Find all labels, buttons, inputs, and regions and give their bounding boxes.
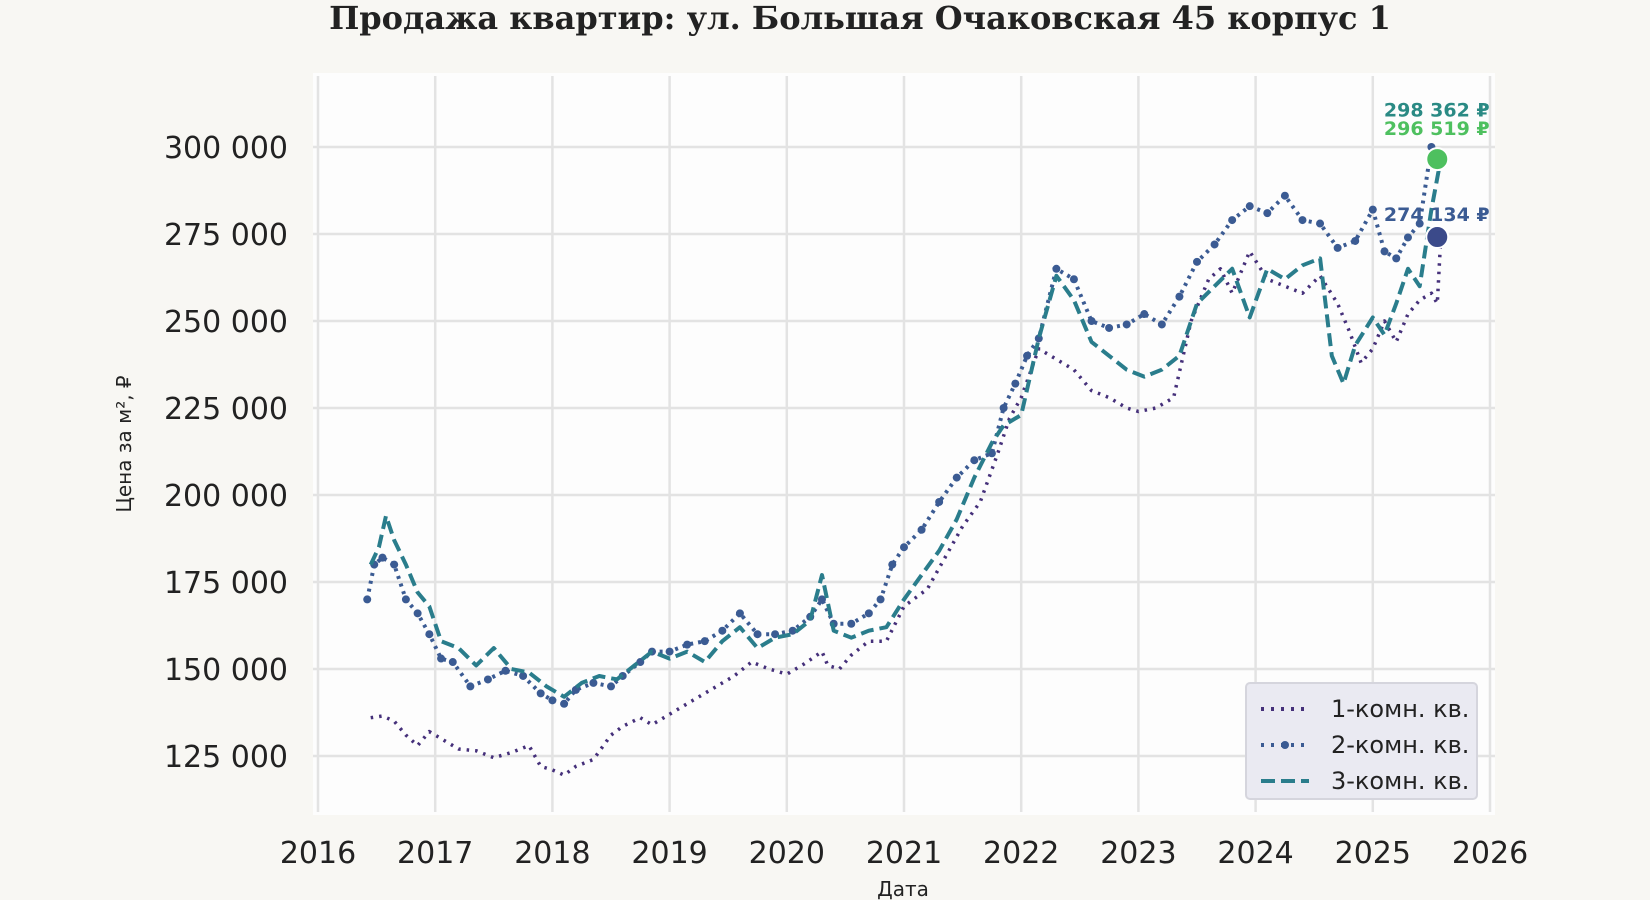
y-tick-label: 275 000 [164,218,288,253]
legend-label: 3-комн. кв. [1331,767,1470,795]
y-axis-label: Цена за м², ₽ [112,375,136,513]
dashed-line-icon [1261,779,1309,783]
endpoint-marker [1425,147,1450,172]
y-tick-label: 300 000 [164,131,288,166]
dotted-line-icon [1261,707,1309,711]
legend-item-1room: 1-комн. кв. [1259,694,1469,724]
y-axis-ticks: 125 000 150 000 175 000 200 000 225 000 250 0… [164,131,288,775]
y-tick-label: 200 000 [164,479,288,514]
legend-label: 2-комн. кв. [1331,731,1470,759]
x-tick-label: 2019 [631,836,707,871]
y-tick-label: 125 000 [164,740,288,775]
x-tick-label: 2018 [514,836,590,871]
x-tick-label: 2025 [1335,836,1411,871]
x-tick-label: 2023 [1100,836,1176,871]
y-tick-label: 250 000 [164,305,288,340]
value-annotation: 274 134 ₽ [1384,204,1490,226]
y-tick-label: 225 000 [164,392,288,427]
value-annotations: 298 362 ₽296 519 ₽ 274 134 ₽ [1384,100,1490,226]
y-tick-label: 150 000 [164,653,288,688]
x-tick-label: 2024 [1217,836,1293,871]
legend-item-2room: 2-комн. кв. [1259,730,1469,760]
x-tick-label: 2021 [866,836,942,871]
legend-item-3room: 3-комн. кв. [1259,766,1469,796]
x-tick-label: 2022 [983,836,1059,871]
endpoint-marker [1425,225,1450,250]
x-axis-label: Дата [877,877,929,900]
series-line [370,236,1443,777]
series-lines [363,143,1443,777]
x-tick-label: 2020 [749,836,825,871]
x-axis-ticks: 2016 2017 2018 2019 2020 2021 2022 2023 2024 2025… [280,836,1528,871]
endpoint-markers [1425,147,1450,250]
legend: 1-комн. кв. 2-комн. кв. 3-комн. кв. [1245,682,1478,800]
legend-label: 1-комн. кв. [1331,695,1470,723]
x-tick-label: 2017 [397,836,473,871]
x-tick-label: 2016 [280,836,356,871]
dotted-marker-line-icon [1261,741,1309,749]
chart-title: Продажа квартир: ул. Большая Очаковская … [329,0,1391,37]
value-annotation: 298 362 ₽ [1384,100,1490,122]
y-tick-label: 175 000 [164,566,288,601]
value-annotation: 296 519 ₽ [1384,118,1490,140]
x-tick-label: 2026 [1452,836,1528,871]
series-line [368,158,1443,699]
